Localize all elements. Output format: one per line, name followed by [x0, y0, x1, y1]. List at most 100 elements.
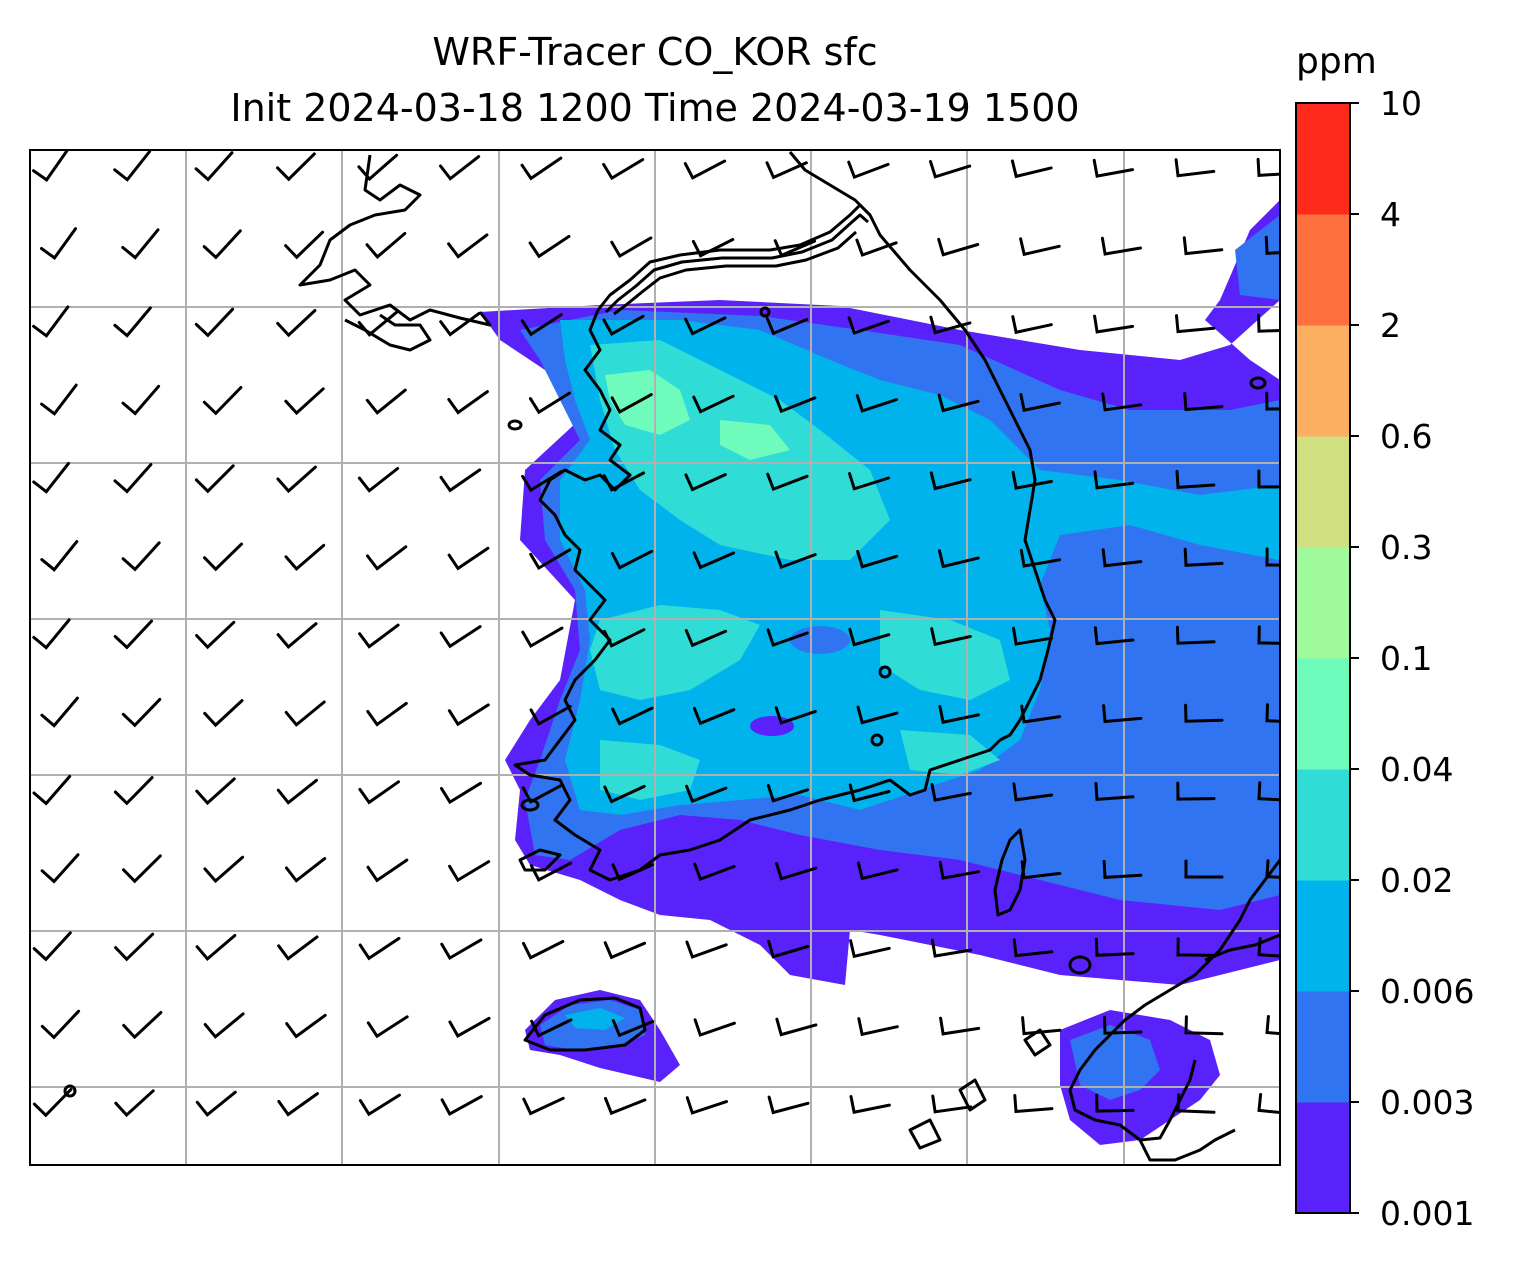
border-outer [596, 203, 942, 311]
wind-barb [1103, 1015, 1143, 1035]
wind-barb [766, 628, 809, 647]
wind-barb [202, 229, 242, 260]
colorbar-tick-label: 0.003 [1380, 1083, 1474, 1122]
wind-barb [113, 306, 152, 338]
wind-barb [114, 1089, 155, 1118]
wind-barb [276, 309, 317, 338]
colorbar-tick-label: 0.6 [1380, 417, 1432, 456]
wind-barb [439, 625, 482, 649]
wind-barb [1019, 237, 1061, 257]
wind-barb [929, 315, 972, 335]
wind-barb [440, 1095, 483, 1116]
wind-barb [930, 627, 972, 647]
kyushu-coast [1068, 859, 1280, 1142]
wind-barb [1265, 391, 1280, 411]
wind-barb [447, 233, 489, 259]
wind-barb [938, 705, 980, 724]
wind-barb [1102, 704, 1143, 724]
wind-barb [366, 701, 408, 727]
wind-barb [775, 1017, 818, 1037]
wind-barb [683, 159, 727, 180]
wind-barb [1256, 157, 1280, 177]
wind-barb [855, 394, 898, 413]
wind-barb [1264, 235, 1280, 255]
wind-barb [195, 934, 237, 962]
wind-barb [847, 160, 890, 180]
wind-barb [448, 1016, 491, 1038]
island-1 [507, 419, 523, 431]
wind-barb [529, 861, 573, 882]
wind-barb [40, 696, 79, 728]
wind-barb [1257, 313, 1280, 333]
wind-barb [1257, 937, 1280, 958]
wind-barb [1175, 625, 1216, 645]
wind-barb [1257, 781, 1280, 802]
wind-barb [194, 464, 235, 494]
wind-barb [522, 1096, 565, 1116]
colorbar-swatch [1296, 769, 1350, 881]
wind-barb [1265, 547, 1280, 567]
wind-barb [692, 706, 736, 726]
wind-barb [195, 1090, 237, 1117]
islands-goto [908, 1028, 1052, 1150]
wind-barb [440, 781, 482, 805]
wind-barb [1184, 1015, 1224, 1036]
colorbar-swatch [1296, 1102, 1350, 1214]
wind-barb [521, 469, 564, 493]
colorbar-swatch [1296, 436, 1350, 548]
wind-barb [357, 153, 399, 182]
wind-barb [603, 941, 647, 960]
wind-barb [121, 228, 160, 260]
colorbar-swatch [1296, 214, 1350, 326]
wind-barb [40, 853, 80, 884]
wind-barb [358, 780, 400, 805]
wind-barb [1257, 469, 1280, 489]
colorbar-tick-label: 0.001 [1380, 1194, 1474, 1233]
wind-barb [1012, 782, 1054, 802]
wind-barb [602, 158, 645, 181]
korea-east-coast [938, 299, 1057, 742]
wind-barb [32, 150, 69, 182]
wind-barb [692, 394, 735, 414]
wind-barb [1011, 470, 1053, 490]
wind-barb [203, 855, 245, 884]
wind-barb [366, 858, 409, 883]
plume-hole-blue [790, 626, 850, 654]
wind-barb [1094, 937, 1135, 957]
wind-barb [774, 706, 817, 725]
island-4 [870, 733, 884, 747]
colorbar-tick-label: 0.1 [1380, 639, 1432, 678]
wind-barb [773, 239, 817, 258]
korea-west-coast [513, 309, 1002, 882]
wind-barb [276, 622, 318, 650]
wind-barb [448, 860, 491, 883]
wind-barb [276, 778, 318, 805]
wind-barb [203, 542, 243, 572]
wind-barb [122, 1011, 163, 1040]
wind-barb [767, 939, 810, 959]
wind-barb [691, 238, 735, 258]
wind-barb [684, 629, 728, 648]
wind-barb [366, 545, 408, 571]
wind-barb [202, 386, 243, 416]
wind-barb [684, 316, 727, 336]
wind-barb [765, 317, 809, 336]
wind-barb [439, 311, 481, 337]
wind-barb [1013, 1094, 1054, 1114]
wind-barb [1101, 392, 1143, 412]
wind-barb [939, 1016, 981, 1036]
wind-barb [604, 1096, 647, 1116]
wind-barb [774, 550, 817, 570]
wind-barb [195, 620, 236, 650]
wind-barb [930, 782, 972, 802]
wind-barb [1095, 1093, 1135, 1113]
plume-jeju-core [565, 1008, 625, 1030]
wind-barb [1184, 859, 1224, 879]
wind-barb [848, 627, 891, 647]
wind-barb [774, 394, 817, 414]
wind-barb [610, 549, 654, 570]
wind-barb [856, 705, 899, 725]
wind-barb [1176, 1093, 1216, 1114]
wind-barb [938, 860, 980, 880]
wind-barb [1100, 236, 1143, 256]
